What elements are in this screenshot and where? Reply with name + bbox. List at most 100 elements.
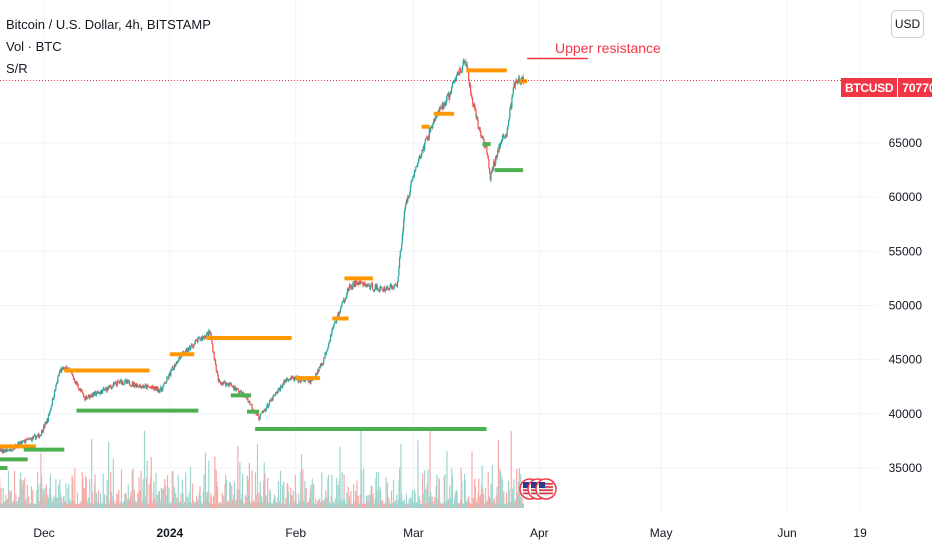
candle-body [358,283,360,285]
volume-bar [271,503,273,508]
volume-bar [277,497,279,508]
currency-button[interactable]: USD [891,10,924,38]
volume-bar [310,484,312,508]
volume-indicator-label[interactable]: Vol · BTC [6,39,62,54]
volume-bar [35,503,37,508]
volume-bar [522,503,525,508]
volume-bar [350,503,353,508]
candle-body [269,400,271,401]
candle-body [427,136,429,140]
upper-resistance-annotation[interactable]: Upper resistance [555,40,661,56]
candle-body [401,243,403,251]
volume-bar [189,466,192,508]
volume-bar [367,495,369,508]
candle-body [381,287,383,290]
volume-bar [379,486,381,508]
volume-bar [139,490,142,508]
volume-bar [81,472,83,508]
volume-bar [195,496,198,508]
volume-bar [76,503,78,508]
candle-body [266,404,268,409]
candle-body [59,370,61,373]
candle-body [341,302,343,306]
volume-bar [396,494,398,508]
candle-body [340,306,342,311]
volume-bar [431,496,433,508]
volume-bar [463,503,465,508]
volume-bar [355,491,357,508]
symbol-title[interactable]: Bitcoin / U.S. Dollar, 4h, BITSTAMP [6,17,211,32]
volume-bar [99,493,102,508]
volume-bar [120,501,122,508]
time-tick-label: Mar [403,526,424,540]
candle-body [216,371,218,372]
volume-bar [93,484,96,508]
flag-canton [539,482,545,488]
candle-body [46,419,48,424]
volume-bar [343,474,345,508]
volume-bar [86,502,88,508]
volume-bar [145,496,147,508]
volume-bar [341,472,343,508]
sr-indicator-label[interactable]: S/R [6,61,28,76]
volume-bar [473,502,475,508]
candle-body [288,379,290,381]
candle-body [285,379,287,382]
candle-body [470,93,472,96]
candle-body [398,267,400,277]
candle-body [144,384,146,388]
volume-bar [419,500,421,508]
volume-bar [340,499,342,508]
candle-body [387,288,389,290]
volume-bar [332,503,334,508]
candle-body [455,75,458,80]
candle-body [258,415,260,421]
event-flags[interactable] [519,478,557,500]
candle-body [18,442,20,445]
volume-bar [130,491,132,508]
volume-bar [372,493,374,508]
volume-bar [152,503,154,508]
volume-bar [338,503,340,508]
candle-body [267,404,269,408]
volume-bar [333,503,335,508]
volume-bar [497,503,499,508]
candle-body [210,332,212,336]
candle-body [409,185,412,193]
candle-body [321,363,324,365]
volume-bar [108,503,110,508]
candle-body [348,284,351,289]
volume-bar [72,500,75,508]
volume-bar [125,494,127,508]
candle-body [499,143,502,148]
volume-bar [99,503,101,508]
volume-bar [356,480,358,508]
volume-bar [480,484,483,508]
candle-body [171,367,173,371]
volume-bar [354,501,356,508]
volume-bars [0,428,525,508]
us-flag-event-icon[interactable] [535,478,557,500]
volume-bar [413,489,416,508]
volume-bar [336,501,338,508]
candle-body [203,336,205,338]
volume-bar [176,497,178,508]
candle-body [373,289,376,291]
volume-bar [142,479,144,508]
volume-bar [329,503,331,508]
volume-bar [281,485,284,508]
candle-body [252,408,254,410]
volume-bar [49,487,51,508]
volume-bar [138,477,140,508]
candle-body [333,324,335,328]
volume-bar [290,487,292,508]
volume-bar [237,446,239,508]
candle-body [248,401,250,403]
volume-bar [430,501,433,508]
time-axis[interactable]: Dec 2024 Feb Mar Apr May Jun 19 [33,526,867,540]
volume-bar [327,475,330,508]
candle-body [273,395,276,396]
candle-body [375,285,377,290]
